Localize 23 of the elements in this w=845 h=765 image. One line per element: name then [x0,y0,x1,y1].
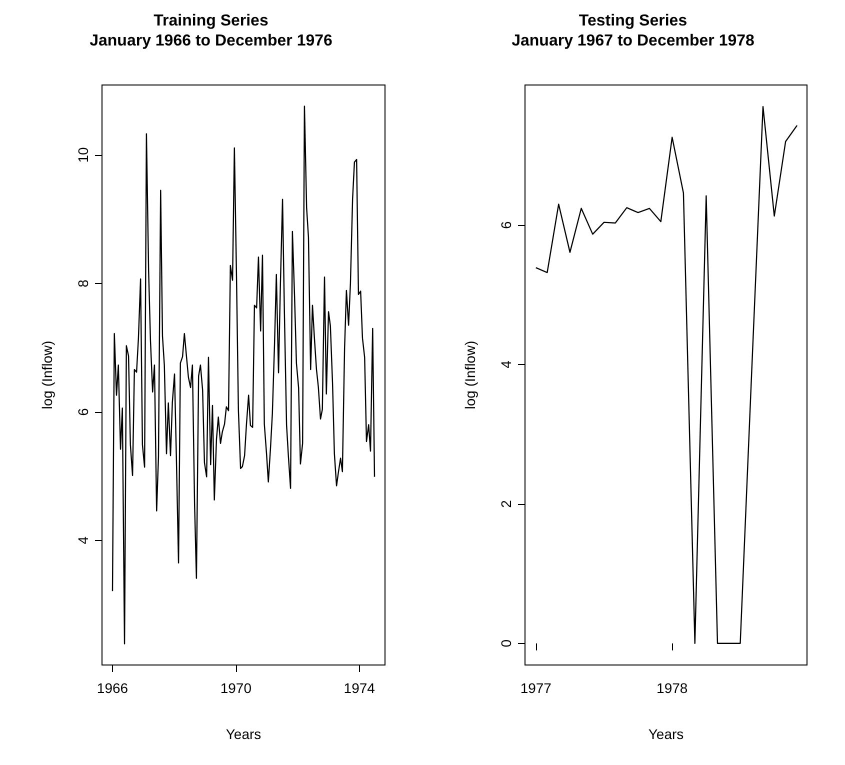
y-tick-label: 6 [75,408,91,416]
chart-title: Training Series [154,12,268,30]
chart-subtitle: January 1967 to December 1978 [512,32,755,50]
y-tick-label: 0 [498,639,514,648]
y-tick-label: 2 [498,500,514,508]
x-axis-title: Years [648,726,684,742]
line-series [535,106,798,644]
y-tick-label: 4 [498,360,514,368]
y-tick-label: 4 [75,536,91,544]
x-tick-label: 1970 [220,680,252,696]
chart-title: Testing Series [578,12,688,30]
y-tick-label: 10 [75,147,91,163]
y-axis-title: log (Inflow) [462,340,478,410]
y-tick-label: 6 [498,221,514,230]
x-tick-label: 1977 [520,680,552,696]
x-axis-title: Years [226,726,262,742]
y-tick-label: 8 [75,279,91,288]
line-series [112,106,376,644]
chart-subtitle: January 1966 to December 1976 [90,32,333,50]
x-tick-label: 1974 [344,680,376,696]
y-axis-title: log (Inflow) [39,340,55,410]
x-tick-label: 1978 [656,680,688,696]
x-tick-label: 1966 [96,680,128,696]
